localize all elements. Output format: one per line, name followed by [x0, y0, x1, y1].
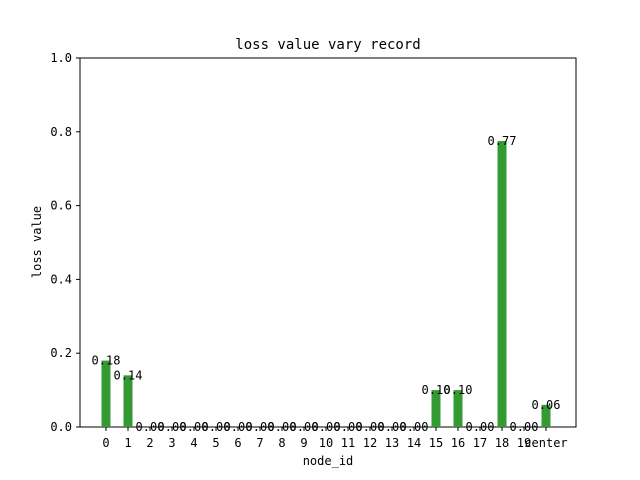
data-label: 0.00 [312, 420, 341, 434]
bar-18 [497, 141, 507, 427]
x-tick-label: 17 [473, 436, 487, 450]
x-tick-label: 15 [429, 436, 443, 450]
y-tick-label: 1.0 [50, 51, 72, 65]
y-tick-label: 0.6 [50, 199, 72, 213]
bar-0 [101, 360, 111, 427]
x-tick-label: 18 [495, 436, 509, 450]
x-tick-label: 4 [190, 436, 197, 450]
y-tick-label: 0.2 [50, 346, 72, 360]
data-label: 0.00 [246, 420, 275, 434]
data-label: 0.00 [136, 420, 165, 434]
bar-center [541, 404, 551, 427]
data-label: 0.00 [510, 420, 539, 434]
data-label: 0.00 [356, 420, 385, 434]
y-axis-label: loss value [30, 206, 44, 278]
data-label: 0.10 [422, 383, 451, 397]
data-label: 0.06 [532, 398, 561, 412]
x-tick-label: 7 [256, 436, 263, 450]
data-label: 0.77 [488, 134, 517, 148]
data-label: 0.10 [444, 383, 473, 397]
x-tick-label: center [524, 436, 567, 450]
x-tick-label: 1 [124, 436, 131, 450]
y-tick-label: 0.4 [50, 272, 72, 286]
x-tick-label: 2 [146, 436, 153, 450]
y-tick-label: 0.8 [50, 125, 72, 139]
data-label: 0.00 [466, 420, 495, 434]
data-label: 0.14 [114, 368, 143, 382]
x-tick-label: 9 [300, 436, 307, 450]
data-label: 0.00 [202, 420, 231, 434]
x-tick-label: 13 [385, 436, 399, 450]
bar-16 [453, 390, 463, 427]
data-label: 0.00 [400, 420, 429, 434]
x-tick-label: 6 [234, 436, 241, 450]
chart-title: loss value vary record [235, 37, 420, 53]
plot-area: 0.00.20.40.60.81.000.1810.1420.0030.0040… [50, 51, 577, 450]
bar-1 [123, 375, 133, 427]
x-tick-label: 19 [517, 436, 531, 450]
x-tick-label: 8 [278, 436, 285, 450]
data-label: 0.00 [180, 420, 209, 434]
x-tick-label: 3 [168, 436, 175, 450]
bar-15 [431, 390, 441, 427]
x-tick-label: 14 [407, 436, 421, 450]
data-label: 0.00 [268, 420, 297, 434]
x-tick-label: 10 [319, 436, 333, 450]
plot-frame [79, 57, 577, 428]
data-label: 0.00 [224, 420, 253, 434]
x-tick-label: 16 [451, 436, 465, 450]
x-axis-label: node_id [303, 454, 354, 468]
data-label: 0.00 [334, 420, 363, 434]
x-tick-label: 12 [363, 436, 377, 450]
y-tick-label: 0.0 [50, 420, 72, 434]
data-label: 0.18 [92, 354, 121, 368]
x-tick-label: 11 [341, 436, 355, 450]
x-tick-label: 5 [212, 436, 219, 450]
data-label: 0.00 [158, 420, 187, 434]
data-label: 0.00 [290, 420, 319, 434]
data-label: 0.00 [378, 420, 407, 434]
x-tick-label: 0 [102, 436, 109, 450]
